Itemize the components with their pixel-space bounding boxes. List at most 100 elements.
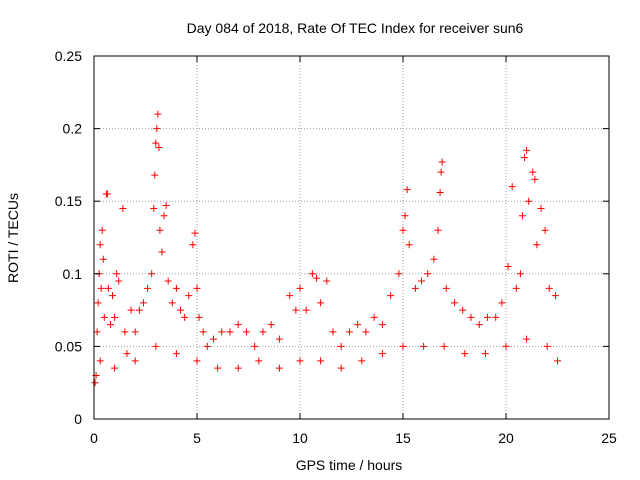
data-point <box>508 183 516 191</box>
data-point <box>518 212 526 220</box>
data-point <box>115 277 123 285</box>
data-point <box>418 277 426 285</box>
data-point <box>214 364 222 372</box>
data-point <box>172 284 180 292</box>
data-point <box>111 364 119 372</box>
data-point <box>155 143 163 151</box>
data-point <box>113 270 121 278</box>
x-tick-label: 20 <box>498 430 514 446</box>
data-point <box>158 248 166 256</box>
data-point <box>387 292 395 300</box>
data-point <box>96 357 104 365</box>
data-point <box>275 335 283 343</box>
data-point <box>193 357 201 365</box>
data-point <box>99 255 107 263</box>
data-point <box>337 342 345 350</box>
data-point <box>259 328 267 336</box>
plot-frame <box>93 55 610 420</box>
data-point <box>177 306 185 314</box>
data-point <box>362 328 370 336</box>
chart-title: Day 084 of 2018, Rate Of TEC Index for r… <box>187 20 524 36</box>
data-point <box>378 350 386 358</box>
data-point <box>156 226 164 234</box>
data-point <box>218 328 226 336</box>
data-point <box>405 241 413 249</box>
data-point <box>144 284 152 292</box>
data-point <box>121 328 129 336</box>
data-point <box>440 342 448 350</box>
data-point <box>512 284 520 292</box>
data-point <box>543 342 551 350</box>
data-point <box>181 313 189 321</box>
data-point <box>100 313 108 321</box>
data-point <box>430 255 438 263</box>
data-point <box>533 241 541 249</box>
y-tick-label: 0.2 <box>63 121 83 137</box>
data-point <box>191 229 199 237</box>
data-point <box>234 364 242 372</box>
data-point <box>150 204 158 212</box>
data-point <box>399 226 407 234</box>
data-point <box>234 321 242 329</box>
data-point <box>403 186 411 194</box>
data-point <box>195 313 203 321</box>
y-tick-label: 0.15 <box>55 193 82 209</box>
data-point <box>551 292 559 300</box>
data-point <box>119 204 127 212</box>
x-tick-label: 15 <box>395 430 411 446</box>
data-point <box>286 292 294 300</box>
data-point <box>329 328 337 336</box>
data-point <box>411 284 419 292</box>
data-point <box>525 197 533 205</box>
data-point <box>255 357 263 365</box>
data-point <box>492 313 500 321</box>
data-point <box>312 274 320 282</box>
data-point <box>111 313 119 321</box>
data-point <box>537 204 545 212</box>
axis-ticks <box>93 55 610 420</box>
data-point <box>358 357 366 365</box>
data-point <box>296 284 304 292</box>
data-point <box>521 154 529 162</box>
data-point <box>172 350 180 358</box>
data-point <box>420 342 428 350</box>
data-point <box>267 321 275 329</box>
data-point <box>152 342 160 350</box>
y-tick-label: 0.25 <box>55 48 82 64</box>
data-point <box>498 299 506 307</box>
data-point <box>317 299 325 307</box>
data-point <box>153 125 161 133</box>
data-point <box>516 270 524 278</box>
data-point <box>139 299 147 307</box>
data-point <box>109 292 117 300</box>
data-point <box>395 270 403 278</box>
y-tick-label: 0 <box>74 411 82 427</box>
data-point <box>127 306 135 314</box>
data-point <box>292 306 300 314</box>
x-axis-label: GPS time / hours <box>296 457 403 473</box>
data-point <box>251 342 259 350</box>
data-point <box>442 284 450 292</box>
data-point <box>103 190 111 198</box>
data-point <box>189 241 197 249</box>
data-point <box>209 335 217 343</box>
data-point <box>203 342 211 350</box>
data-point <box>504 263 512 271</box>
data-point <box>483 313 491 321</box>
data-point <box>151 171 159 179</box>
data-point <box>401 212 409 220</box>
data-point <box>323 277 331 285</box>
data-point <box>131 357 139 365</box>
data-point <box>451 299 458 307</box>
data-point <box>106 321 114 329</box>
data-point <box>123 350 131 358</box>
data-point <box>378 321 386 329</box>
data-point <box>523 146 531 154</box>
data-point <box>96 241 104 249</box>
data-point <box>354 321 362 329</box>
data-point <box>481 350 489 358</box>
data-point <box>541 226 549 234</box>
data-point <box>168 299 176 307</box>
y-tick-label: 0.1 <box>63 266 83 282</box>
data-point <box>345 328 353 336</box>
